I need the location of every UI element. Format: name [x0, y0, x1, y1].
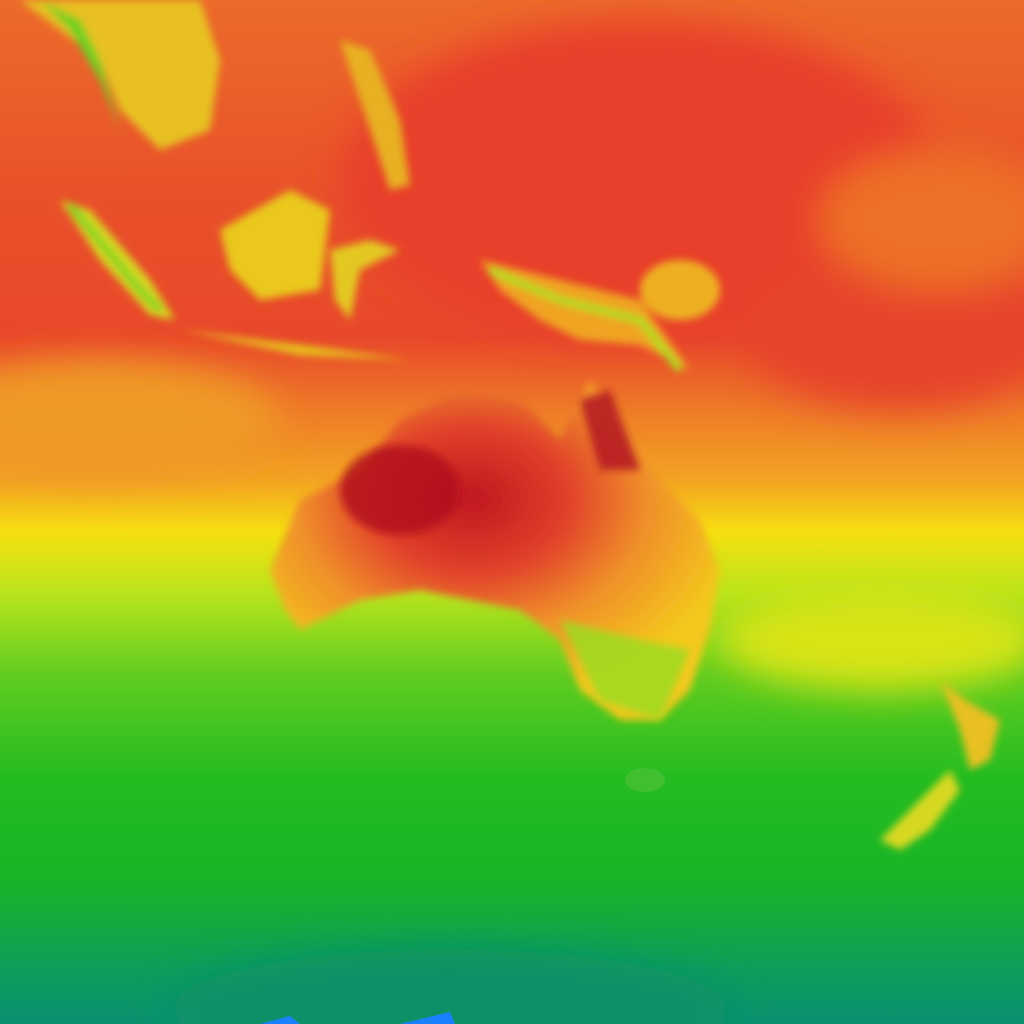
antarctic-cold-edge — [260, 1012, 455, 1024]
new-guinea — [480, 260, 720, 373]
southeast-asia-landmass — [20, 0, 410, 360]
australia — [270, 380, 720, 792]
pacific-warm-pool — [0, 20, 1024, 1024]
tasmania — [625, 768, 665, 792]
new-zealand — [880, 680, 1000, 850]
